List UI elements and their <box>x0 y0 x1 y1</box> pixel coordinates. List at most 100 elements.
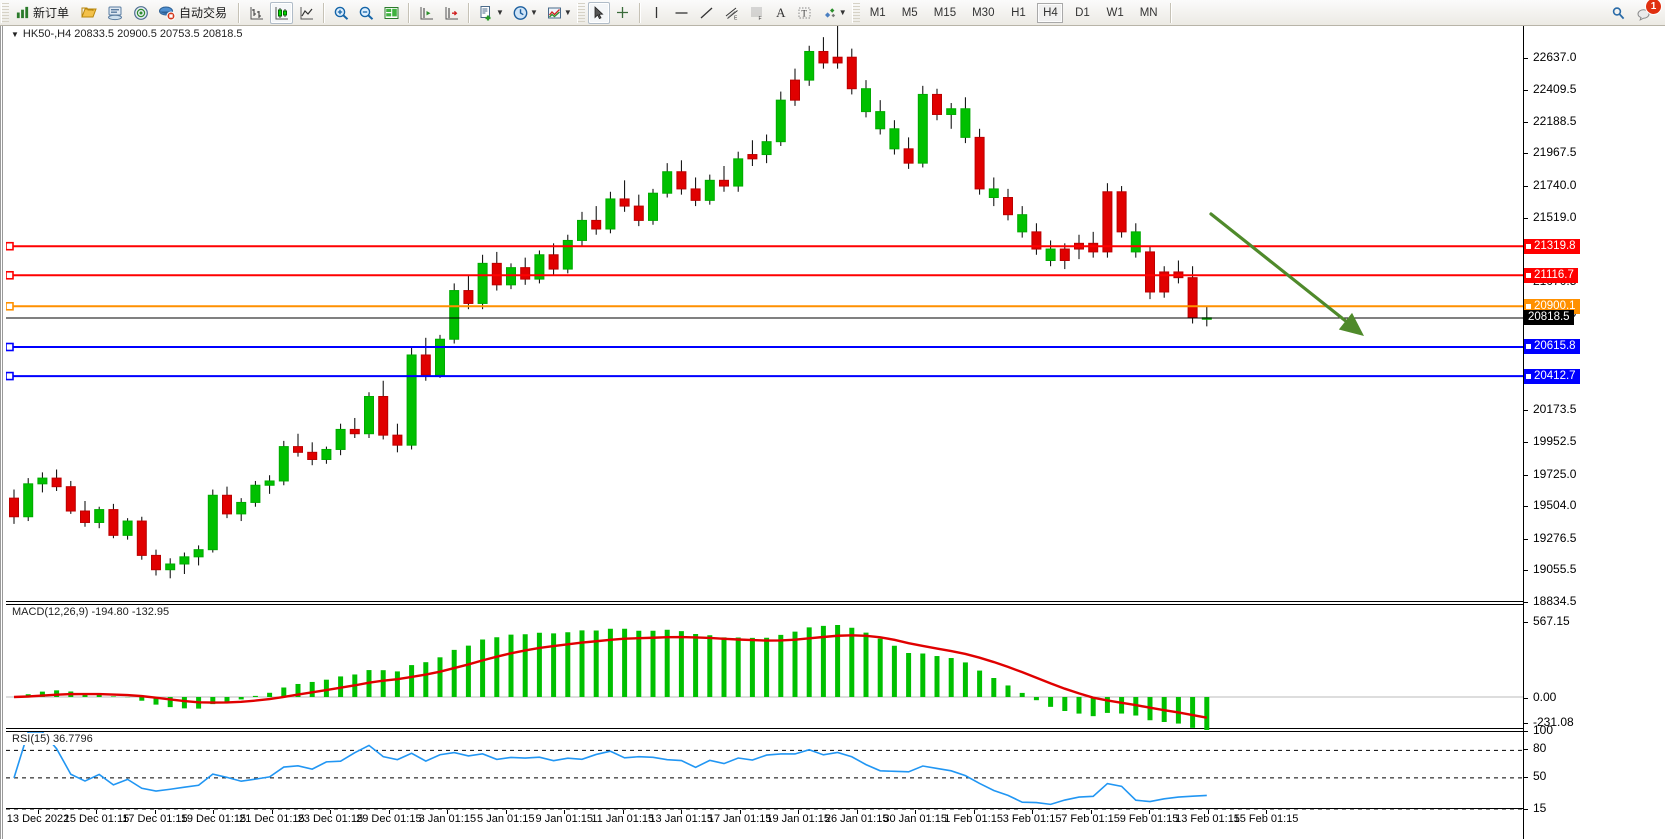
text-label-icon[interactable]: T <box>794 2 816 24</box>
time-axis-label: 3 Feb 01:15 <box>1002 813 1062 825</box>
rsi-axis-label: 50 <box>1533 768 1547 783</box>
period-icon[interactable]: ▼ <box>509 2 541 24</box>
timeframe-m5[interactable]: M5 <box>901 6 918 19</box>
time-axis-label: 7 Feb 01:15 <box>1061 813 1120 825</box>
tick-mark <box>1524 570 1528 572</box>
chart-plot-area[interactable]: ▼ HK50-,H4 20833.5 20900.5 20753.5 20818… <box>6 26 1523 839</box>
rsi-axis-tick <box>1524 809 1528 810</box>
folder-icon[interactable] <box>77 2 101 24</box>
price-tick-label: 19725.0 <box>1533 466 1577 481</box>
svg-text:E: E <box>734 15 738 21</box>
objects-icon[interactable]: ▼ <box>818 2 850 24</box>
time-axis-tick <box>1149 810 1151 814</box>
time-axis-label: 15 Dec 01:15 <box>63 813 130 825</box>
time-axis-tick <box>1207 810 1209 814</box>
timeframe-d1[interactable]: D1 <box>1075 6 1090 19</box>
time-axis[interactable]: 13 Dec 2022 15 Dec 01:15 17 Dec 01:15 19 De… <box>6 810 1523 839</box>
text-icon[interactable]: A <box>776 4 786 20</box>
toolbar-grip-2[interactable] <box>576 2 585 23</box>
trendline-icon[interactable] <box>695 2 718 24</box>
time-axis-tick <box>739 810 741 814</box>
crosshair-icon[interactable] <box>612 2 634 24</box>
price-tick-label: 19055.5 <box>1533 562 1577 577</box>
indicators-icon[interactable]: ▼ <box>475 2 507 24</box>
hline-icon[interactable] <box>670 2 693 24</box>
macd-axis-label: 0.00 <box>1533 690 1557 704</box>
time-axis-label: 17 Dec 01:15 <box>122 813 188 825</box>
timeframe-m15[interactable]: M15 <box>933 6 957 19</box>
timeframe-m30[interactable]: M30 <box>972 6 995 19</box>
search-icon[interactable] <box>1607 2 1630 24</box>
svg-text:F: F <box>758 16 761 21</box>
level-handle[interactable] <box>1525 271 1532 279</box>
time-axis-tick <box>96 810 98 814</box>
price-tick-label: 22188.5 <box>1533 113 1577 128</box>
toolbar-separator-3 <box>408 2 411 23</box>
price-pane[interactable]: ▼ HK50-,H4 20833.5 20900.5 20753.5 20818… <box>6 26 1523 602</box>
chart-window[interactable]: ▼ HK50-,H4 20833.5 20900.5 20753.5 20818… <box>0 26 1665 839</box>
time-axis-tick <box>856 810 858 814</box>
zoom-in-icon[interactable] <box>330 2 353 24</box>
price-level-label-pivot[interactable]: 20900.1 <box>1524 298 1580 314</box>
rsi-pane[interactable]: RSI(15) 36.7796 <box>6 731 1523 810</box>
chart-shift-icon[interactable] <box>415 2 438 24</box>
line-chart-icon[interactable] <box>295 2 318 24</box>
time-axis-label: 9 Feb 01:15 <box>1119 813 1179 825</box>
price-level-label-support-1[interactable]: 20615.8 <box>1524 339 1580 355</box>
cursor-icon[interactable] <box>587 1 610 24</box>
price-level-label-support-2[interactable]: 20412.7 <box>1524 368 1580 384</box>
macd-pane[interactable]: MACD(12,26,9) -194.80 -132.95 <box>6 604 1523 730</box>
timeframe-h1[interactable]: H1 <box>1011 6 1026 19</box>
timeframe-m1[interactable]: M1 <box>869 6 886 19</box>
time-axis-tick <box>798 810 800 814</box>
tile-windows-icon[interactable] <box>380 2 403 24</box>
main-toolbar: 新订单 自动交易 ▼ ▼ <box>0 0 1665 26</box>
autotrading-icon[interactable]: 自动交易 <box>155 2 233 24</box>
bar-chart-icon[interactable] <box>245 2 268 24</box>
rsi-axis-tick <box>1524 749 1528 751</box>
templates-icon[interactable]: ▼ <box>543 2 575 24</box>
price-level-label-resistance-1[interactable]: 21319.8 <box>1524 238 1580 254</box>
candlestick-chart-icon[interactable] <box>270 1 294 24</box>
rsi-axis-label: 80 <box>1533 741 1547 756</box>
rsi-axis-tick <box>1524 776 1528 778</box>
time-axis-label: 17 Jan 01:15 <box>707 813 772 825</box>
macd-axis-tick <box>1524 723 1528 724</box>
new-order-button[interactable]: 新订单 <box>12 2 75 24</box>
chart-symbol-header: ▼ HK50-,H4 20833.5 20900.5 20753.5 20818… <box>10 28 244 40</box>
zoom-out-icon[interactable] <box>355 2 378 24</box>
time-axis-label: 13 Dec 2022 <box>6 813 70 825</box>
price-level-label-resistance-2[interactable]: 21116.7 <box>1524 267 1578 283</box>
time-axis-tick <box>38 810 39 814</box>
time-axis-tick <box>681 810 683 814</box>
time-axis-label: 11 Jan 01:15 <box>591 813 655 825</box>
level-handle[interactable] <box>1525 242 1532 250</box>
rsi-label: RSI(15) 36.7796 <box>11 733 94 745</box>
chevron-down-icon[interactable]: ▼ <box>11 29 19 39</box>
level-handle[interactable] <box>1525 372 1532 380</box>
timeframe-mn[interactable]: MN <box>1139 6 1158 19</box>
price-axis[interactable]: 22637.0 22409.5 22188.5 21967.5 21740.0 21519… <box>1523 26 1665 839</box>
time-axis-label: 30 Jan 01:15 <box>883 813 947 825</box>
level-handle[interactable] <box>1525 343 1532 351</box>
alerts-icon[interactable]: 1 <box>1632 0 1662 24</box>
tick-mark <box>1524 90 1528 92</box>
time-axis-tick <box>1032 810 1034 814</box>
toolbar-grip-3[interactable] <box>851 2 860 23</box>
toolbar-grip[interactable] <box>1 2 9 23</box>
vline-icon[interactable] <box>646 2 668 24</box>
price-candles-svg <box>6 26 1523 579</box>
price-level-label-last-price[interactable]: 20818.5 <box>1524 310 1574 326</box>
time-axis-label: 13 Feb 01:15 <box>1175 813 1240 825</box>
timeframe-h4[interactable]: H4 <box>1037 2 1064 23</box>
fibonacci-icon[interactable]: F <box>745 2 768 24</box>
equidistant-channel-icon[interactable]: E <box>720 2 743 24</box>
macd-label: MACD(12,26,9) -194.80 -132.95 <box>11 606 171 618</box>
timeframe-w1[interactable]: W1 <box>1106 6 1124 19</box>
auto-scroll-icon[interactable] <box>440 2 463 24</box>
macd-svg <box>6 625 1523 730</box>
navigator-icon[interactable] <box>129 2 153 24</box>
toolbar-separator-4 <box>468 2 471 23</box>
level-handle[interactable] <box>1525 302 1532 310</box>
terminal-icon[interactable] <box>103 2 127 24</box>
